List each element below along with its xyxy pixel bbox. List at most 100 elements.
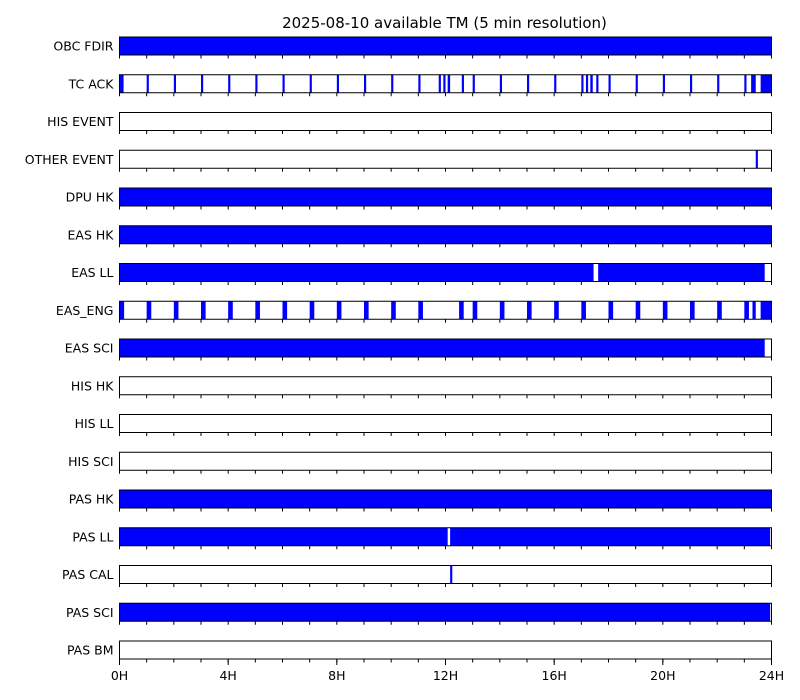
availability-segment [119, 37, 772, 55]
availability-segment [499, 74, 503, 93]
availability-segment [119, 603, 771, 622]
x-tick-label: 8H [328, 668, 345, 683]
x-tick-label: 0H [111, 668, 128, 683]
availability-segment [690, 301, 695, 320]
timeline-row-his-sci: HIS SCI [68, 451, 772, 474]
availability-segment [336, 301, 342, 320]
row-label: EAS SCI [65, 341, 114, 356]
row-label: PAS BM [67, 643, 114, 658]
availability-segment [459, 301, 464, 320]
availability-segment [173, 301, 179, 320]
availability-segment [364, 74, 367, 93]
availability-segment [581, 74, 584, 93]
availability-segment [581, 301, 586, 320]
x-tick-label: 16H [542, 668, 567, 683]
x-tick-label: 24H [759, 668, 784, 683]
availability-segment [228, 301, 233, 320]
row-background [119, 301, 772, 320]
row-label: TC ACK [68, 76, 115, 91]
availability-segment [391, 74, 394, 93]
timeline-row-eas-sci: EAS SCI [65, 338, 772, 361]
availability-segment [717, 301, 722, 320]
availability-segment [119, 527, 448, 546]
row-label: OBC FDIR [53, 39, 113, 54]
availability-segment [596, 74, 599, 93]
row-label: HIS LL [75, 416, 114, 431]
availability-segment [119, 490, 772, 508]
availability-segment [554, 74, 557, 93]
availability-segment [418, 74, 421, 93]
timeline-row-pas-ll: PAS LL [72, 527, 772, 550]
availability-segment [255, 74, 258, 93]
availability-segment [255, 301, 260, 320]
availability-segment [450, 565, 453, 584]
row-background [119, 112, 772, 131]
row-label: PAS LL [72, 529, 113, 544]
availability-segment [752, 301, 756, 320]
availability-segment [608, 301, 614, 320]
timeline-row-dpu-hk: DPU HK [66, 187, 772, 210]
timeline-row-his-event: HIS EVENT [47, 112, 772, 134]
availability-segment [472, 301, 478, 320]
availability-segment [119, 188, 772, 206]
timeline-row-eas-ll: EAS LL [71, 263, 772, 285]
availability-segment [760, 301, 772, 320]
timeline-row-eas-hk: EAS HK [68, 225, 772, 248]
availability-segment [443, 74, 446, 93]
availability-segment [146, 74, 149, 93]
row-label: PAS HK [69, 492, 115, 507]
row-label: OTHER EVENT [25, 152, 114, 167]
timeline-row-pas-bm: PAS BM [67, 640, 772, 663]
x-axis: 0H 4H 8H 12H 16H 20H 24H [111, 659, 784, 683]
availability-segment [119, 339, 765, 357]
x-tick-label: 12H [433, 668, 458, 683]
availability-segment [585, 74, 589, 93]
availability-segment [336, 74, 340, 93]
availability-segment [472, 74, 475, 93]
x-tick-label: 4H [219, 668, 236, 683]
availability-segment [228, 74, 231, 93]
row-background [119, 150, 772, 169]
row-label: HIS HK [71, 378, 114, 393]
row-label: HIS EVENT [47, 114, 114, 129]
row-label: EAS HK [68, 227, 115, 242]
availability-segment [461, 74, 464, 93]
availability-segment [364, 301, 369, 320]
availability-segment [146, 301, 152, 320]
row-label: EAS_ENG [56, 303, 114, 318]
timeline-row-his-hk: HIS HK [71, 376, 772, 399]
availability-segment [662, 74, 666, 93]
availability-segment [447, 74, 451, 93]
availability-segment [554, 301, 559, 320]
timeline-row-tc-ack: TC ACK [68, 74, 772, 97]
availability-segment [527, 74, 530, 93]
availability-segment [662, 301, 668, 320]
timeline-row-his-ll: HIS LL [75, 414, 772, 436]
availability-segment [635, 74, 638, 93]
row-label: PAS CAL [62, 567, 113, 582]
row-label: PAS SCI [66, 605, 114, 620]
availability-segment [608, 74, 611, 93]
chart-title: 2025-08-10 available TM (5 min resolutio… [282, 14, 607, 32]
availability-segment [744, 74, 747, 93]
availability-segment [173, 74, 177, 93]
rows-layer: OBC FDIR TC ACK HIS EVENT OTHER EVENT DPU HK… [25, 36, 772, 663]
availability-segment [201, 74, 204, 93]
availability-segment [690, 74, 693, 93]
row-background [119, 414, 772, 433]
timeline-row-pas-sci: PAS SCI [66, 602, 772, 625]
availability-segment [119, 225, 772, 244]
availability-segment [120, 74, 124, 93]
availability-segment [499, 301, 505, 320]
availability-segment [309, 74, 312, 93]
row-label: EAS LL [71, 265, 113, 280]
availability-segment [717, 74, 720, 93]
availability-segment [635, 301, 641, 320]
timeline-row-other-event: OTHER EVENT [25, 149, 772, 172]
availability-segment [598, 263, 765, 282]
availability-segment [527, 301, 532, 320]
timeline-row-obc-fdir: OBC FDIR [53, 36, 772, 59]
availability-segment [418, 301, 423, 320]
availability-segment [119, 263, 594, 282]
availability-segment [760, 74, 772, 93]
